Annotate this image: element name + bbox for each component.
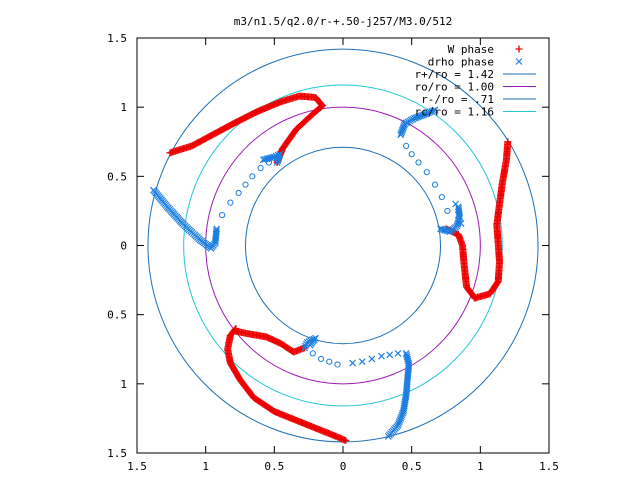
drho-open-point <box>309 350 316 357</box>
axes: 1.5 1 0.5 0 0.5 1 1.51.510.500.511.5 <box>107 32 559 473</box>
chart-title: m3/n1.5/q2.0/r-+.50-j257/M3.0/512 <box>234 15 453 28</box>
data-series <box>150 92 512 445</box>
drho-open-point <box>265 159 272 166</box>
drho-open-point <box>438 193 445 201</box>
drho-phase-point <box>394 349 402 357</box>
drho-phase-point <box>378 352 385 360</box>
circle-4 <box>183 84 503 407</box>
x-tick-label: 1 <box>477 460 484 473</box>
series-2 <box>150 106 464 440</box>
legend-label: drho phase <box>428 56 494 69</box>
w-phase-point <box>342 437 350 445</box>
drho-phase-point <box>457 219 465 227</box>
drho-open-point <box>257 164 264 172</box>
drho-open-point <box>326 358 333 365</box>
circle-2 <box>205 106 481 385</box>
x-tick-label: 0.5 <box>264 460 284 473</box>
series-1 <box>166 92 512 445</box>
y-tick-label: 1.5 <box>107 32 127 45</box>
drho-phase-point <box>386 351 394 359</box>
y-tick-label: 0.5 <box>107 309 127 322</box>
drho-open-point <box>334 361 341 368</box>
drho-open-point <box>235 189 242 197</box>
drho-open-point <box>219 211 226 219</box>
legend-label: r+/ro = 1.42 <box>415 68 494 81</box>
drho-phase-point <box>274 151 282 159</box>
drho-phase-point <box>384 432 392 440</box>
series-3 <box>219 142 465 368</box>
drho-phase-point <box>358 358 366 366</box>
drho-phase-point <box>213 227 220 235</box>
x-tick-label: 0.5 <box>402 460 422 473</box>
drho-phase-point <box>431 106 439 114</box>
drho-phase-point <box>368 355 376 363</box>
drho-open-point <box>423 169 430 176</box>
x-tick-label: 1.5 <box>539 460 559 473</box>
x-tick-label: 1.5 <box>127 460 147 473</box>
drho-open-point <box>227 199 234 206</box>
drho-phase-point <box>454 211 462 219</box>
drho-phase-point <box>455 205 463 213</box>
y-tick-label: 1 <box>120 378 127 391</box>
y-tick-label: 0 <box>120 240 127 253</box>
legend-marker <box>515 45 523 53</box>
legend-label: rc/ro = 1.16 <box>415 106 494 119</box>
drho-phase-point <box>272 152 280 160</box>
legend-label: r-/ro = .71 <box>421 93 494 106</box>
legend-marker <box>515 58 523 65</box>
drho-phase-point <box>259 156 267 164</box>
drho-open-point <box>444 207 451 215</box>
x-tick-label: 0 <box>340 460 347 473</box>
drho-phase-point <box>276 150 284 158</box>
drho-phase-point <box>395 420 403 428</box>
drho-phase-point <box>261 155 269 163</box>
drho-open-point <box>249 173 256 180</box>
drho-phase-point <box>301 344 308 352</box>
legend-label: W phase <box>448 43 494 56</box>
drho-phase-point <box>306 341 314 349</box>
legend-label: ro/ro = 1.00 <box>415 81 494 94</box>
drho-phase-point <box>213 225 221 233</box>
drho-open-point <box>403 142 410 149</box>
y-tick-label: 1.5 <box>107 447 127 460</box>
drho-open-point <box>242 181 249 188</box>
drho-open-point <box>317 355 325 363</box>
drho-open-point <box>415 159 422 166</box>
y-tick-label: 0.5 <box>107 170 127 183</box>
drho-open-point <box>408 151 415 158</box>
circle-3 <box>244 146 442 345</box>
x-tick-label: 1 <box>202 460 209 473</box>
drho-phase-point <box>429 107 437 115</box>
y-tick-label: 1 <box>120 101 127 114</box>
drho-phase-point <box>349 359 357 367</box>
drho-phase-point <box>452 200 460 208</box>
drho-open-point <box>431 181 439 188</box>
